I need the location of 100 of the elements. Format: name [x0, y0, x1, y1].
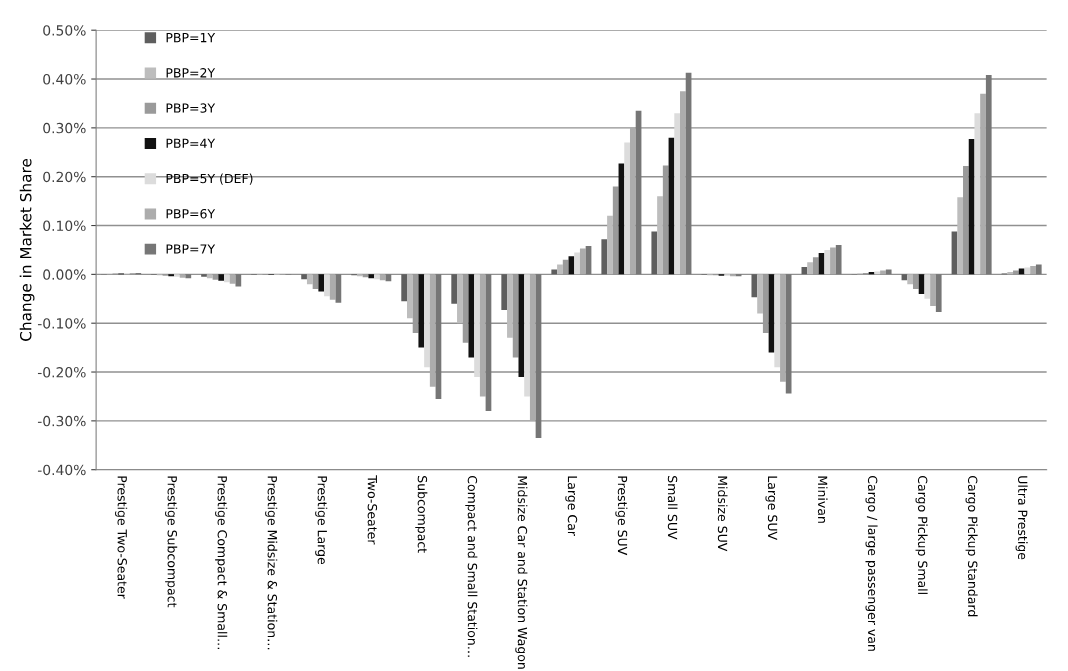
- bar: [374, 274, 380, 280]
- bar: [468, 274, 475, 358]
- bar: [206, 274, 213, 279]
- legend-label: PBP=6Y: [166, 208, 216, 219]
- bar: [835, 245, 842, 275]
- bar: [385, 274, 392, 282]
- bar: [174, 274, 180, 277]
- bar: [657, 196, 663, 275]
- y-tick-label: -0.40%: [37, 464, 86, 476]
- x-tick-label: Cargo Pickup Standard: [965, 475, 978, 617]
- y-tick-label: 0.40%: [43, 74, 86, 85]
- bar: [880, 270, 886, 275]
- bar: [479, 274, 486, 397]
- y-tick-label: 0.10%: [43, 220, 86, 231]
- bar: [751, 274, 758, 298]
- bar: [474, 274, 480, 377]
- bar: [985, 75, 992, 275]
- bar: [674, 113, 681, 275]
- y-tick-label: 0.30%: [43, 122, 86, 134]
- bar: [574, 252, 580, 275]
- bar: [301, 274, 307, 280]
- x-tick-label: Large Car: [565, 476, 578, 536]
- bar: [680, 91, 686, 275]
- bar: [401, 274, 407, 302]
- bar: [457, 274, 463, 324]
- bar: [418, 274, 425, 348]
- x-tick-label: Prestige SUV: [615, 476, 628, 556]
- y-tick-label: -0.30%: [37, 415, 86, 427]
- y-tick-label: 0.20%: [43, 171, 86, 183]
- bar: [306, 274, 313, 285]
- bar: [529, 274, 536, 421]
- y-tick-label: -0.20%: [37, 367, 86, 378]
- x-tick-label: Compact and Small Station…: [465, 475, 478, 657]
- legend-label: PBP=4Y: [166, 138, 216, 148]
- bar: [324, 274, 330, 297]
- legend-label: PBP=1Y: [166, 33, 216, 43]
- bar: [913, 274, 919, 290]
- y-tick-label: -0.10%: [37, 318, 86, 329]
- x-tick-label: Midsize SUV: [717, 476, 728, 552]
- bar: [551, 269, 558, 275]
- bar: [1024, 267, 1031, 275]
- bar: [518, 274, 525, 377]
- bar: [224, 274, 230, 283]
- bar: [935, 274, 942, 312]
- bar: [424, 274, 430, 368]
- bar: [930, 274, 936, 307]
- bar: [179, 274, 186, 278]
- bar: [785, 274, 792, 394]
- bar: [218, 274, 225, 281]
- bar: [507, 274, 513, 338]
- y-tick-label: 0.00%: [43, 269, 86, 280]
- bar: [780, 274, 786, 382]
- bar: [980, 93, 986, 275]
- bar: [874, 271, 881, 275]
- x-tick-label: Cargo / large passenger van: [865, 475, 878, 651]
- bar: [624, 142, 630, 275]
- bar: [629, 127, 636, 275]
- bar: [185, 274, 192, 279]
- bar: [907, 274, 913, 285]
- x-tick-label: Small SUV: [667, 476, 678, 540]
- bar: [229, 274, 236, 284]
- bar: [1030, 266, 1036, 275]
- bar: [1035, 264, 1042, 275]
- bar: [601, 239, 608, 275]
- x-tick-label: Prestige Midsize & Station…: [265, 476, 278, 650]
- bar: [824, 249, 831, 275]
- bar: [451, 274, 458, 304]
- x-tick-label: Prestige Subcompact: [165, 476, 178, 608]
- bar: [830, 247, 836, 275]
- bar: [235, 274, 242, 287]
- bar: [501, 274, 508, 311]
- x-tick-label: Cargo Pickup Small: [915, 475, 928, 594]
- legend-label: PBP=7Y: [166, 244, 216, 254]
- bar: [379, 274, 386, 281]
- bar: [757, 274, 763, 314]
- bar: [557, 264, 563, 275]
- legend-label: PBP=3Y: [166, 103, 216, 113]
- bar: [201, 274, 207, 277]
- bar: [318, 274, 325, 292]
- bar: [579, 248, 586, 275]
- y-tick-label: 0.50%: [43, 25, 86, 36]
- legend-label: PBP=2Y: [166, 68, 216, 78]
- y-axis-title: Change in Market Share: [19, 158, 35, 341]
- x-tick-label: Ultra Prestige: [1015, 476, 1028, 560]
- x-tick-label: Minivan: [817, 476, 828, 523]
- x-tick-label: Prestige Large: [315, 476, 328, 565]
- bar: [885, 269, 892, 275]
- x-tick-label: Subcompact: [415, 476, 428, 553]
- x-tick-label: Midsize Car and Station Wagon: [515, 476, 528, 669]
- bar: [368, 274, 375, 279]
- bar: [957, 197, 964, 275]
- bar: [651, 231, 658, 275]
- bar: [407, 274, 413, 319]
- bar: [429, 274, 436, 387]
- bar: [524, 274, 530, 397]
- bar: [807, 262, 813, 275]
- bar: [774, 274, 781, 368]
- legend-label: PBP=5Y (DEF): [166, 173, 253, 185]
- bar: [329, 274, 336, 300]
- x-tick-label: Large SUV: [765, 476, 778, 540]
